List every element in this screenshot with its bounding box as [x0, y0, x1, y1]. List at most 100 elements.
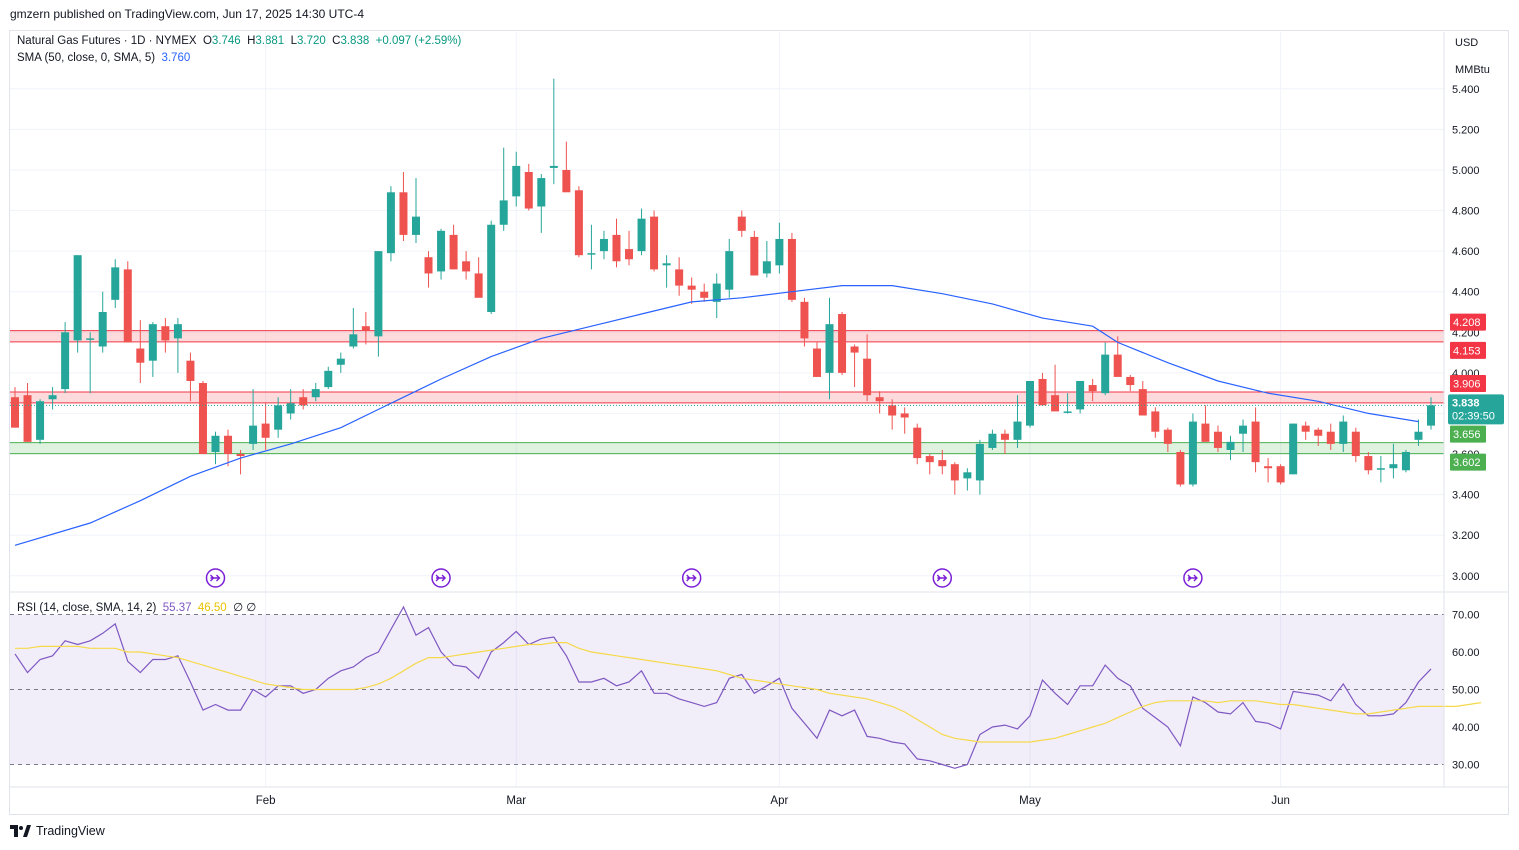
candle-body	[549, 165, 558, 168]
rsi-label: RSI (14, close, SMA, 14, 2)	[17, 602, 157, 614]
candle-body	[750, 236, 759, 276]
footer-brand: TradingView	[36, 824, 105, 838]
candle-body	[1427, 405, 1435, 426]
candle-body	[650, 216, 659, 270]
candle-body	[123, 269, 132, 343]
candle-body	[324, 370, 333, 388]
candle-body	[900, 413, 909, 418]
price-grid	[10, 32, 1444, 787]
candle-body	[1138, 389, 1147, 416]
candle-body	[838, 314, 847, 373]
candle-body	[48, 395, 57, 400]
high-label: H	[247, 35, 256, 47]
candle-body	[662, 263, 671, 266]
candle-body	[449, 234, 458, 270]
countdown-value: 02:39:50	[1452, 410, 1495, 422]
candle-body	[1038, 378, 1047, 406]
event-marker-arrow	[936, 574, 948, 582]
candle-body	[474, 273, 483, 298]
candle-body	[261, 423, 270, 438]
candle-body	[148, 324, 157, 361]
candle-body	[411, 216, 420, 235]
rsi-line	[14, 605, 1432, 769]
time-tick-label: Jun	[1271, 795, 1290, 807]
candle-body	[1176, 452, 1185, 485]
candle-body	[487, 224, 496, 312]
candle-body	[1151, 411, 1160, 432]
resistance-price-tag	[1450, 313, 1486, 331]
candle-body	[850, 346, 859, 353]
close-label: C	[332, 35, 341, 47]
candle-body	[161, 326, 170, 341]
rsi-sma-value: 46.50	[197, 602, 227, 614]
candle-body	[349, 334, 358, 347]
price-tick-label: 5.400	[1452, 84, 1480, 96]
candle-body	[1364, 456, 1373, 471]
candle-body	[1051, 395, 1060, 412]
candle-body	[1326, 431, 1335, 444]
candle-body	[875, 397, 884, 402]
candle-body	[913, 427, 922, 459]
candle-body	[1126, 376, 1135, 386]
candle-body	[1289, 423, 1298, 475]
unit-label[interactable]: MMBtu	[1455, 64, 1490, 76]
candle-body	[524, 172, 533, 209]
chart-frame	[9, 30, 1509, 815]
candle-body	[1088, 385, 1097, 392]
low-value: 3.720	[296, 35, 326, 47]
candle-body	[1000, 433, 1009, 440]
price-tags: 4.2084.1533.9063.8523.6563.6023.83802:39…	[10, 313, 1504, 471]
symbol-legend: Natural Gas Futures · 1D · NYMEX O3.746 …	[17, 35, 461, 47]
candle-body	[737, 216, 746, 231]
time-tick-label: May	[1019, 795, 1041, 807]
change-value: +0.097 (+2.59%)	[375, 35, 462, 47]
candle-body	[787, 238, 796, 300]
candle-body	[975, 443, 984, 481]
price-tick-label: 4.800	[1452, 206, 1480, 218]
candle-body	[812, 348, 821, 377]
candle-body	[562, 169, 571, 193]
candle-body	[1076, 380, 1085, 410]
sma50-line	[14, 285, 1419, 546]
candle-body	[963, 472, 972, 479]
resistance-price-tag-label: 4.153	[1453, 345, 1481, 357]
candle-body	[537, 178, 546, 207]
low-label: L	[290, 35, 297, 47]
support-price-tag	[1450, 453, 1486, 471]
rsi_sma-line	[15, 641, 1482, 743]
support-price-tag-label: 3.656	[1453, 429, 1481, 441]
candle-body	[888, 405, 897, 416]
sma-label: SMA (50, close, 0, SMA, 5)	[17, 52, 156, 64]
sma-line	[14, 285, 1419, 546]
support-price-tag	[1450, 425, 1486, 443]
last-price-value: 3.838	[1452, 397, 1480, 409]
rsi-tick-label: 40.00	[1452, 722, 1480, 734]
candle-body	[700, 291, 709, 298]
price-tick-label: 5.200	[1452, 124, 1480, 136]
attribution: gmzern published on TradingView.com, Jun…	[10, 7, 364, 21]
sr-zones	[10, 330, 1444, 455]
candle-body	[1013, 421, 1022, 440]
rsi-tick-label: 70.00	[1452, 610, 1480, 622]
candle-body	[98, 312, 107, 347]
candle-body	[687, 285, 696, 290]
candle-body	[675, 269, 684, 286]
open-value: 3.746	[211, 35, 241, 47]
high-value: 3.881	[255, 35, 285, 47]
candle-body	[863, 358, 872, 396]
candle-body	[311, 389, 320, 398]
candle-body	[1101, 354, 1110, 394]
event-marker-arrow	[686, 574, 697, 582]
candle-body	[299, 397, 308, 406]
candle-body	[825, 324, 834, 373]
candle-body	[61, 332, 70, 390]
candle-body	[625, 249, 634, 260]
candle-body	[1376, 468, 1385, 470]
candle-body	[1239, 425, 1248, 434]
price-tick-label: 4.400	[1452, 287, 1480, 299]
price-tick-label: 4.600	[1452, 246, 1480, 258]
sma-value: 3.760	[161, 52, 191, 64]
currency-label[interactable]: USD	[1455, 37, 1479, 49]
resistance-price-tag	[1450, 374, 1486, 392]
